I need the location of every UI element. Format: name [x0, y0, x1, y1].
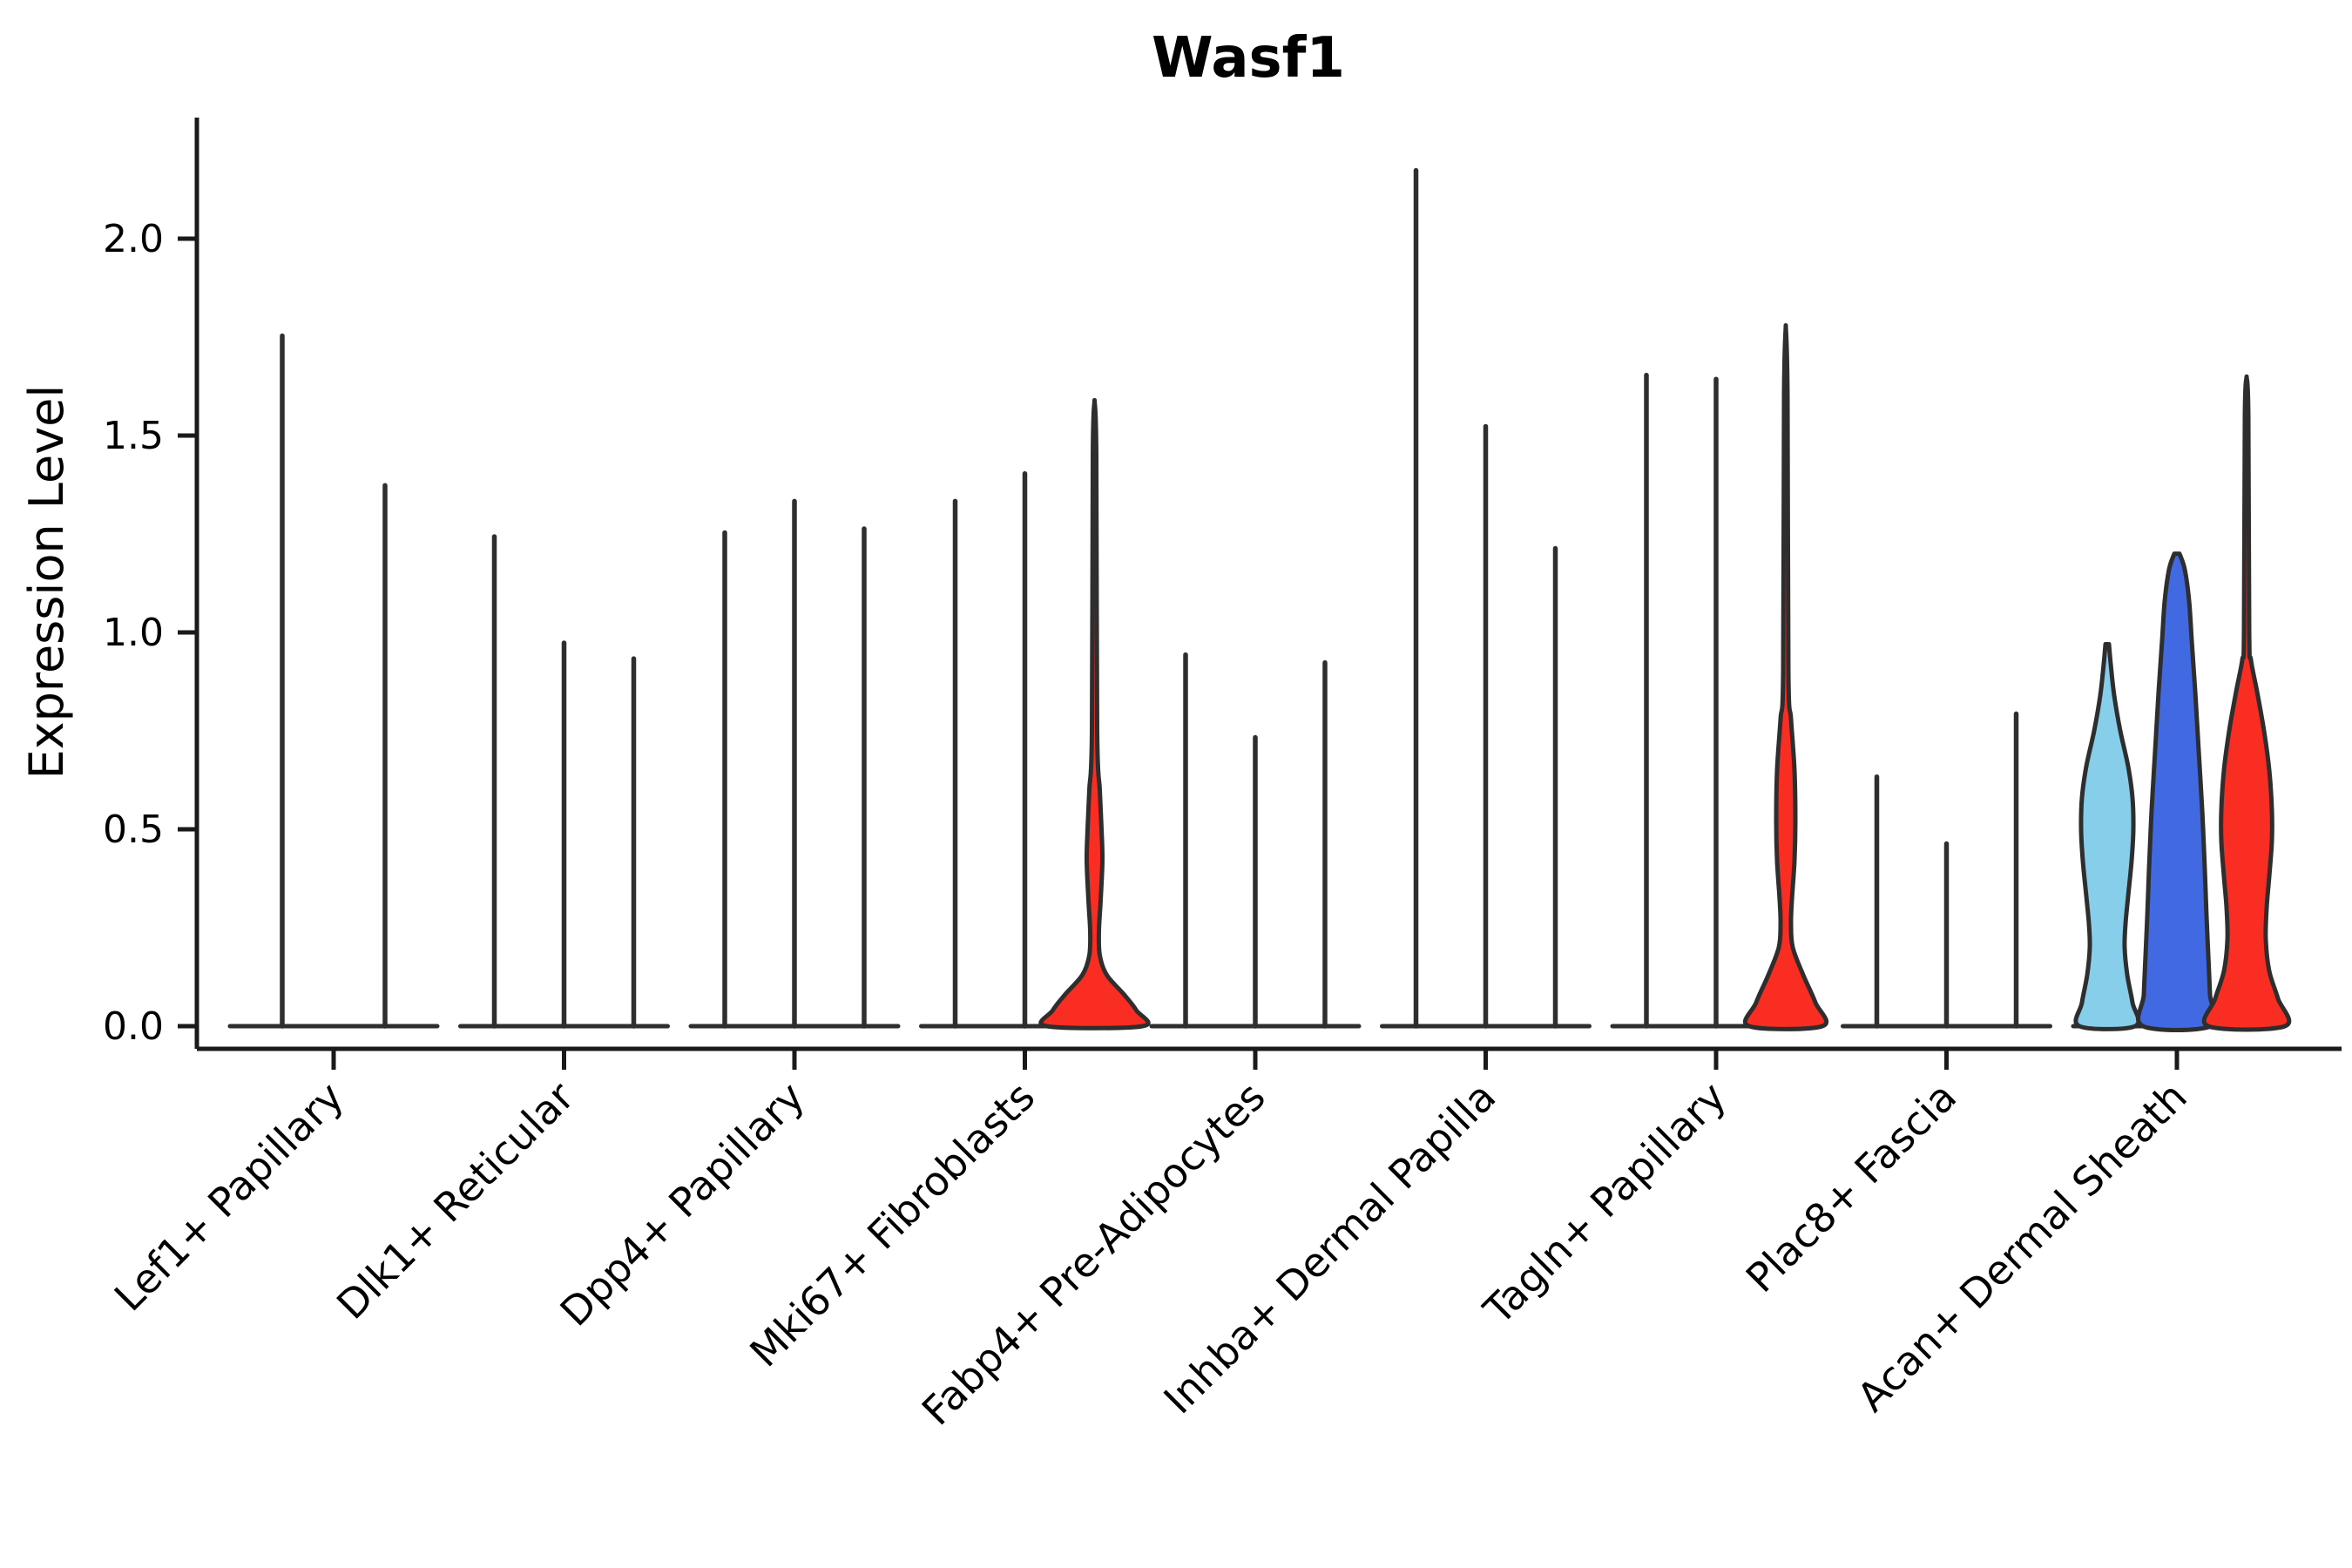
violin-g4v3 [1038, 397, 1151, 1031]
x-tick-label: Dlk1+ Reticular [328, 1073, 583, 1328]
violins [227, 167, 2292, 1032]
violin-group-9 [2071, 374, 2292, 1032]
violin-group-6 [1380, 167, 1592, 1029]
y-tick-label: 0.5 [103, 808, 164, 852]
violin-g9v3 [2201, 374, 2292, 1032]
x-tick-label: Tagln+ Papillary [1474, 1073, 1735, 1335]
y-tick-label: 0.0 [103, 1004, 164, 1049]
violin-group-1 [227, 333, 440, 1029]
violin-g9v1 [2073, 642, 2141, 1031]
y-axis-label: Expression Level [19, 385, 74, 780]
y-tick-label: 1.5 [103, 414, 164, 458]
violin-group-2 [458, 534, 670, 1029]
violin-group-4 [919, 397, 1151, 1031]
violin-group-5 [1149, 652, 1362, 1029]
violin-g7v3 [1742, 322, 1829, 1031]
x-tick-label: Plac8+ Fascia [1737, 1073, 1965, 1301]
violin-group-8 [1841, 711, 2052, 1029]
x-tick-label: Dpp4+ Papillary [551, 1073, 814, 1335]
x-tick-label: Lef1+ Papillary [105, 1073, 353, 1321]
plot-title: Wasf1 [1152, 26, 1345, 91]
violin-group-3 [688, 498, 901, 1029]
y-tick-label: 1.0 [103, 611, 164, 655]
violin-group-7 [1610, 322, 1829, 1031]
y-tick-label: 2.0 [103, 217, 164, 261]
axes [178, 118, 2342, 1070]
violin-g9v2 [2136, 551, 2218, 1032]
